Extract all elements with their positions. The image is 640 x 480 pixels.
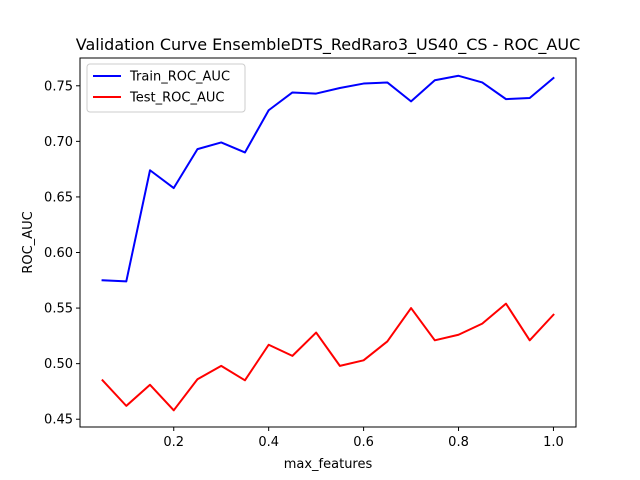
chart-title: Validation Curve EnsembleDTS_RedRaro3_US…	[76, 35, 580, 55]
series-line-test	[101, 302, 555, 412]
y-tick-label: 0.65	[44, 190, 73, 205]
plot-frame	[79, 57, 577, 428]
y-tick-label: 0.55	[44, 302, 73, 317]
x-tick-label: 0.8	[448, 435, 469, 450]
y-tick-label: 0.70	[44, 135, 73, 150]
x-axis: 0.2 0.4 0.6 0.8 1.0	[163, 427, 564, 450]
plot-area	[101, 74, 555, 412]
y-tick-label: 0.45	[44, 413, 73, 428]
y-axis-label: ROC_AUC	[21, 211, 36, 273]
x-tick-label: 1.0	[543, 435, 564, 450]
legend-label-test: Test_ROC_AUC	[129, 91, 224, 106]
y-tick-label: 0.75	[44, 79, 73, 94]
legend: Train_ROC_AUC Test_ROC_AUC	[86, 63, 246, 113]
legend-label-train: Train_ROC_AUC	[129, 70, 230, 85]
x-tick-label: 0.6	[353, 435, 374, 450]
x-tick-label: 0.4	[258, 435, 279, 450]
y-tick-label: 0.50	[44, 357, 73, 372]
series-line-train	[101, 74, 555, 283]
y-tick-label: 0.60	[44, 246, 73, 261]
legend-box	[86, 63, 246, 113]
y-axis: 0.45 0.50 0.55 0.60 0.65 0.70 0.75	[44, 79, 80, 428]
x-tick-label: 0.2	[163, 435, 184, 450]
x-axis-label: max_features	[284, 457, 373, 472]
